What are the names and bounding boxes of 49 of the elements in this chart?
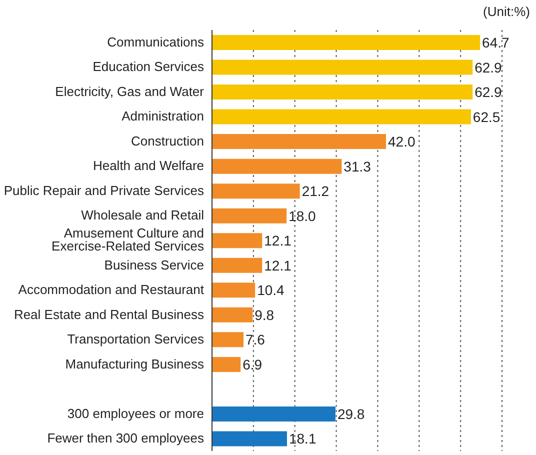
data-label: 7.6 bbox=[245, 332, 266, 348]
data-label: 12.1 bbox=[264, 257, 292, 274]
y-tick-label: 300 employees or more bbox=[67, 406, 204, 421]
data-label: 62.5 bbox=[472, 108, 500, 125]
y-tick-label: Accommodation and Restaurant bbox=[18, 282, 204, 298]
data-label: 10.4 bbox=[257, 282, 285, 298]
y-tick-label: Electricity, Gas and Water bbox=[55, 84, 205, 99]
bar bbox=[212, 282, 256, 298]
bar bbox=[212, 60, 473, 75]
text: (Unit:%) bbox=[483, 4, 530, 19]
y-tick-label: Health and Welfare bbox=[92, 158, 204, 174]
data-label: 42.0 bbox=[388, 134, 416, 150]
data-label: 31.3 bbox=[344, 158, 372, 174]
bar bbox=[212, 356, 241, 372]
y-tick-label: Education Services bbox=[92, 59, 204, 74]
bar bbox=[212, 184, 300, 199]
y-tick-label: Amusement Culture and Exercise-Related Services bbox=[52, 226, 204, 254]
y-tick-label: Construction bbox=[131, 133, 204, 148]
data-label: 64.7 bbox=[482, 34, 510, 50]
data-label: 62.9 bbox=[474, 59, 502, 76]
data-label: 21.2 bbox=[302, 183, 330, 200]
bar bbox=[212, 233, 262, 248]
bar bbox=[212, 258, 262, 273]
data-label: 9.8 bbox=[254, 306, 274, 323]
bar bbox=[212, 158, 342, 174]
y-tick-label: Fewer then 300 employees bbox=[47, 430, 204, 446]
y-tick-label: Manufacturing Business bbox=[65, 356, 204, 372]
y-tick-label: Administration bbox=[122, 108, 204, 124]
bar bbox=[212, 84, 473, 100]
bar bbox=[212, 208, 287, 224]
y-tick-label: Business Service bbox=[104, 257, 204, 272]
bar bbox=[212, 332, 244, 348]
bar bbox=[212, 406, 336, 422]
bar bbox=[212, 109, 471, 124]
y-tick-label: Public Repair and Private Services bbox=[4, 182, 204, 198]
y-tick-label: Transportation Services bbox=[67, 332, 204, 347]
data-label: 12.1 bbox=[264, 232, 292, 249]
bar bbox=[212, 134, 386, 150]
data-label: 18.0 bbox=[288, 208, 316, 224]
data-label: 18.1 bbox=[288, 430, 316, 447]
y-tick-label: Real Estate and Rental Business bbox=[14, 306, 204, 322]
bar bbox=[212, 431, 287, 446]
data-label: 6.9 bbox=[242, 356, 262, 372]
data-label: 29.8 bbox=[337, 406, 365, 422]
y-tick-label: Wholesale and Retail bbox=[81, 208, 204, 223]
bar bbox=[212, 307, 253, 322]
y-tick-label: Communications bbox=[107, 34, 204, 50]
data-label: 62.9 bbox=[474, 84, 502, 100]
bar bbox=[212, 35, 480, 50]
